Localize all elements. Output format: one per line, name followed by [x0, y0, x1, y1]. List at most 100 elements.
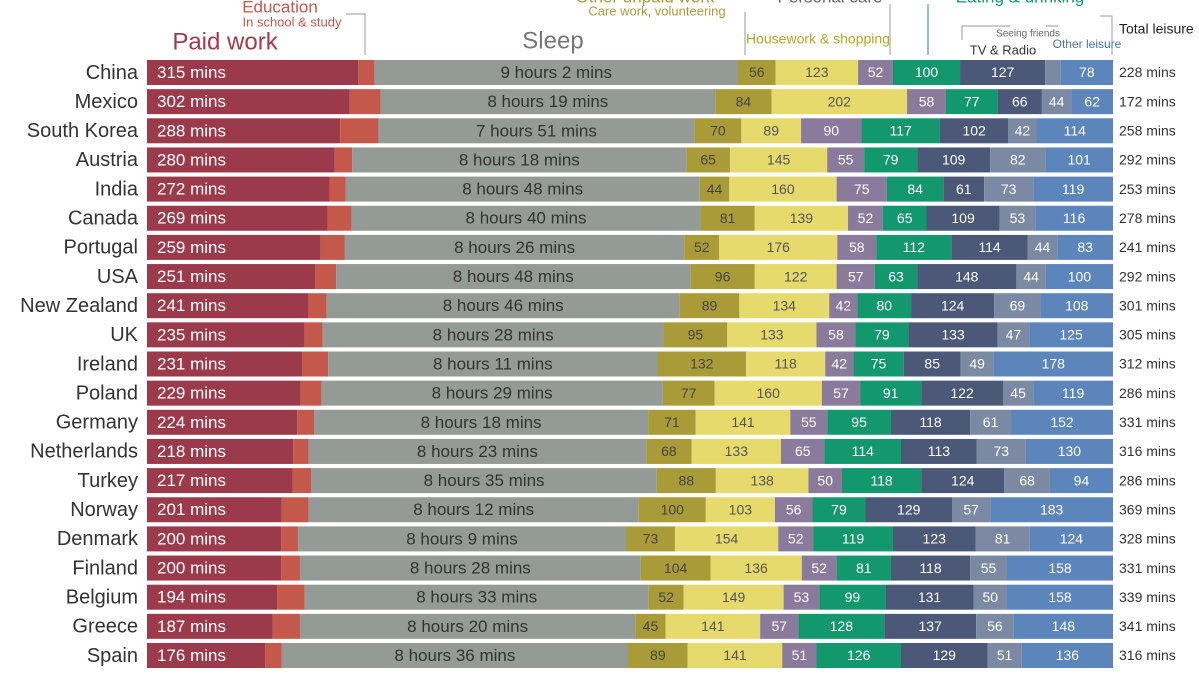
bar-segment [147, 526, 282, 552]
value-label: 52 [858, 210, 874, 226]
value-label: 302 mins [157, 92, 226, 111]
bar-segment [921, 468, 1005, 494]
bar-segment [715, 89, 772, 115]
bar-segment [358, 60, 375, 85]
value-label: 57 [833, 385, 849, 401]
category-label: Turkey [78, 470, 138, 492]
bar-segment [754, 205, 849, 231]
value-label: 8 hours 40 mins [466, 209, 587, 228]
bar-segment [656, 468, 716, 494]
value-label: 99 [845, 589, 861, 605]
bar-segment [297, 409, 315, 435]
bar-segment [884, 613, 977, 639]
legend-label: Seeing friends [996, 29, 1060, 40]
bar-segment [976, 613, 1014, 639]
total-label: 253 mins [1119, 181, 1176, 197]
value-label: 58 [919, 93, 935, 109]
bar-segment [147, 322, 305, 348]
value-label: 8 hours 11 mins [433, 354, 553, 373]
value-label: 61 [983, 414, 999, 430]
value-label: 138 [750, 472, 774, 488]
bar-segment [719, 234, 838, 260]
bar-segment [990, 147, 1046, 173]
bar-segment [857, 293, 912, 319]
bar-segment [738, 60, 776, 85]
bar-segment [729, 176, 837, 202]
bar-segment [648, 409, 696, 435]
legend-label: Other unpaid work [576, 0, 715, 6]
bar-segment [147, 643, 266, 668]
bar-segment [714, 380, 822, 406]
value-label: 122 [950, 385, 974, 401]
value-label: 200 mins [157, 559, 226, 578]
bar-segment [939, 118, 1009, 144]
value-label: 45 [643, 618, 659, 634]
bar-segment [699, 176, 730, 202]
value-label: 66 [1012, 93, 1028, 109]
value-label: 119 [1062, 385, 1085, 401]
bar-segment [973, 584, 1008, 610]
total-label: 331 mins [1119, 414, 1176, 430]
value-label: 49 [969, 356, 985, 372]
total-label: 305 mins [1119, 327, 1176, 343]
value-label: 141 [731, 414, 755, 430]
bar-segment [754, 264, 837, 290]
bar-segment [782, 643, 817, 668]
bar-segment [299, 555, 641, 581]
value-label: 8 hours 46 mins [443, 296, 564, 315]
value-label: 176 mins [157, 646, 226, 665]
legend-label: Sleep [522, 27, 583, 54]
bar-segment [648, 584, 684, 610]
bar-segment [638, 497, 706, 523]
bar-segment [147, 264, 316, 290]
bar-segment [281, 555, 300, 581]
bar-segment [970, 409, 1012, 435]
friends-bracket [961, 25, 1010, 40]
value-label: 124 [1060, 531, 1084, 547]
bar-segment [378, 118, 695, 144]
bar-segment [901, 438, 977, 464]
bar-segment [679, 293, 740, 319]
legend-label: Paid work [172, 28, 278, 55]
value-label: 149 [722, 589, 746, 605]
value-label: 68 [661, 443, 677, 459]
value-label: 125 [1059, 327, 1083, 343]
bar-segment [813, 526, 893, 552]
bar-segment [1033, 380, 1113, 406]
value-label: 53 [794, 589, 810, 605]
category-label: Greece [72, 616, 138, 638]
bar-segment [1008, 118, 1037, 144]
bar-segment [686, 147, 730, 173]
value-label: 8 hours 18 mins [421, 413, 542, 432]
bar-segment [320, 234, 345, 260]
bar-segment [695, 409, 791, 435]
bar-segment [657, 351, 747, 377]
bar-segment [917, 264, 1017, 290]
value-label: 122 [784, 268, 808, 284]
bar-segment [710, 555, 802, 581]
value-label: 160 [771, 181, 795, 197]
bar-segment [864, 147, 918, 173]
value-label: 269 mins [157, 209, 226, 228]
value-label: 42 [1015, 123, 1031, 139]
value-label: 69 [1010, 297, 1026, 313]
value-label: 160 [757, 385, 781, 401]
bar-segment [1041, 89, 1072, 115]
bar-segment [825, 351, 854, 377]
bar-segment [783, 584, 820, 610]
bar-segment [780, 438, 825, 464]
bar-segment [836, 264, 875, 290]
value-label: 89 [763, 123, 779, 139]
value-label: 47 [1006, 327, 1022, 343]
bar-segment [836, 176, 887, 202]
category-label: Canada [68, 208, 139, 230]
value-label: 57 [771, 618, 787, 634]
total-label: 331 mins [1119, 560, 1176, 576]
bar-segment [798, 613, 885, 639]
value-label: 133 [725, 443, 749, 459]
bar-segment [821, 380, 861, 406]
bar-segment [300, 380, 322, 406]
bar-segment [147, 60, 359, 85]
value-label: 62 [1084, 93, 1100, 109]
value-label: 44 [1049, 93, 1065, 109]
